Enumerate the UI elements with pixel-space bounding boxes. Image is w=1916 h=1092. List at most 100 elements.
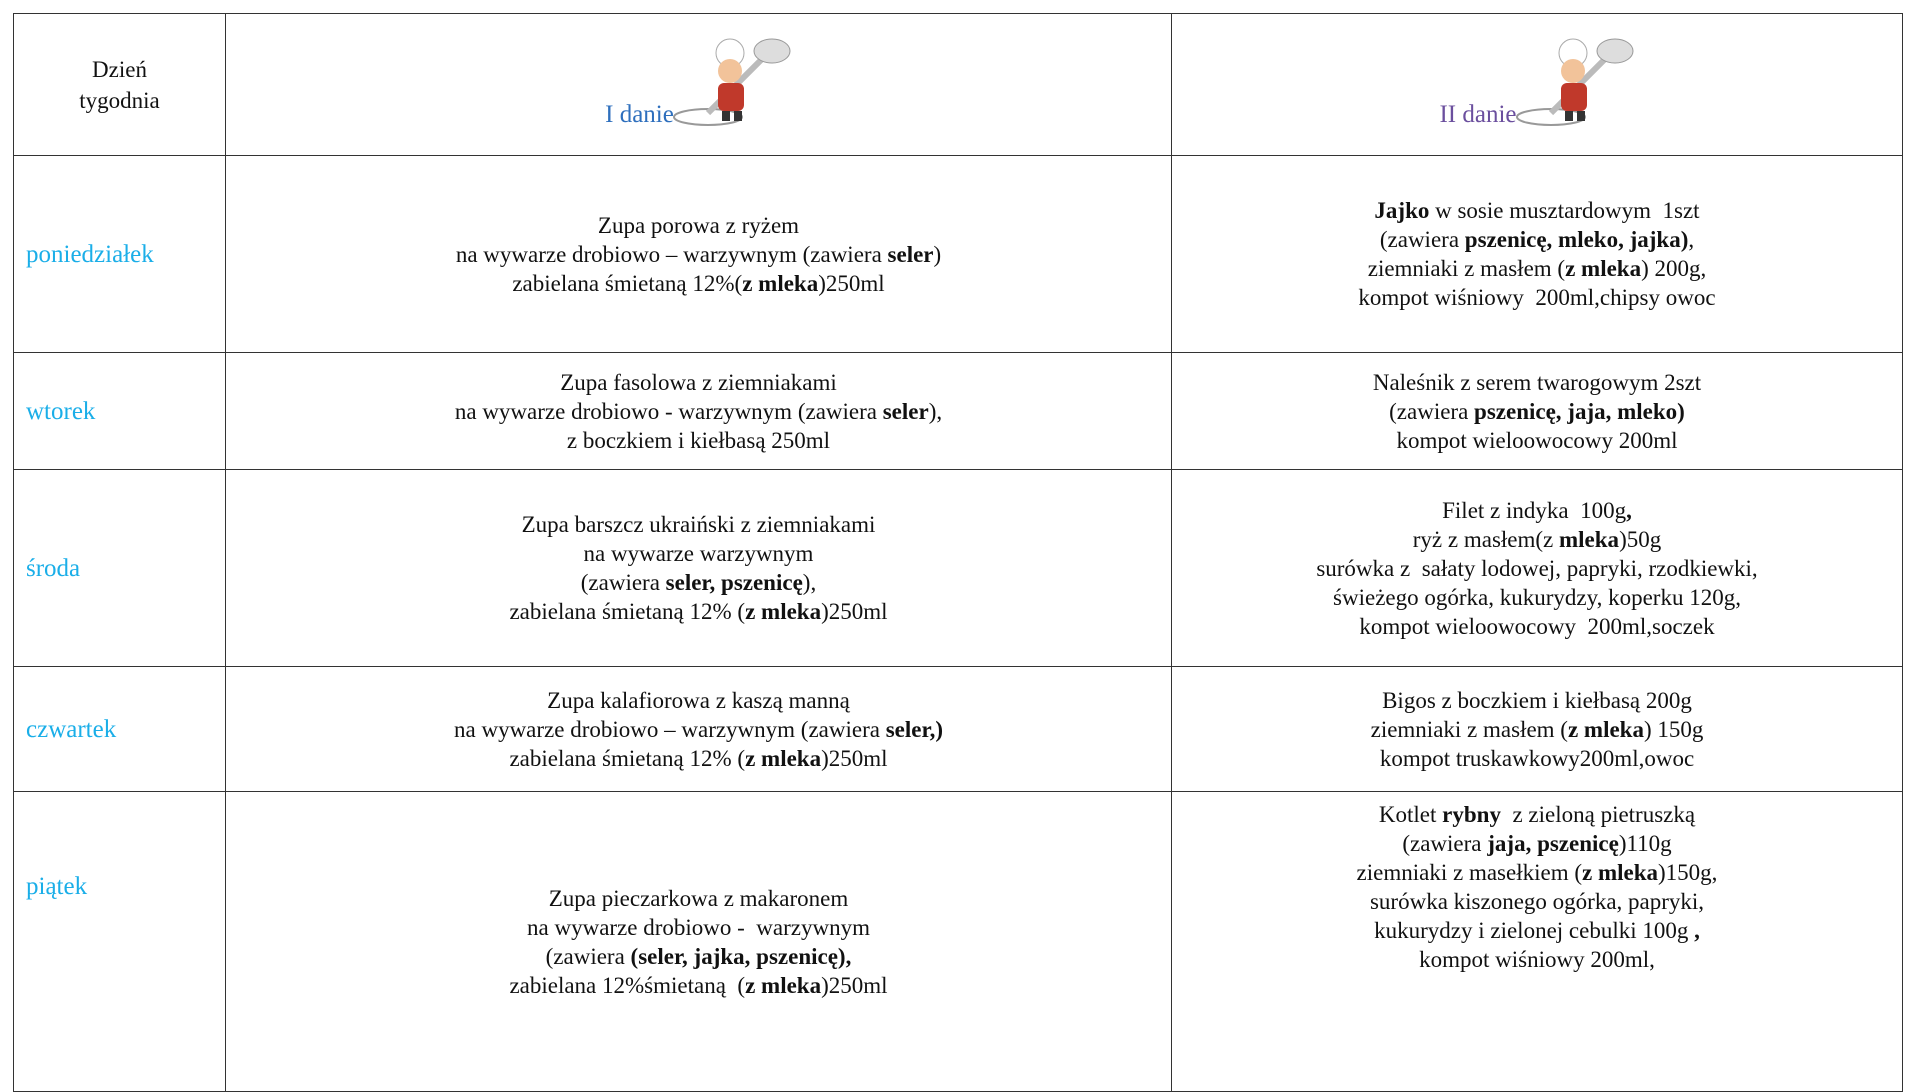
first-dish-cell: Zupa fasolowa z ziemniakami na wywarze dr… xyxy=(225,352,1172,470)
text: (zawiera xyxy=(545,943,631,969)
bold-text: , xyxy=(1626,497,1632,523)
text-line: (zawiera seler, pszenicę), xyxy=(226,568,1171,597)
text: Kotlet xyxy=(1378,802,1443,827)
day-name: środa xyxy=(26,554,81,582)
text-line: (zawiera jaja, pszenicę)110g xyxy=(1172,829,1902,858)
text-line: Jajko w sosie musztardowym 1szt xyxy=(1172,196,1902,225)
text-line: zabielana śmietaną 12% (z mleka)250ml xyxy=(226,744,1171,773)
text-line: Zupa kalafiorowa z kaszą manną xyxy=(226,686,1171,715)
text-line: zabielana śmietaną 12%(z mleka)250ml xyxy=(226,269,1171,298)
second-dish-cell: Kotlet rybny z zieloną pietruszką (zawier… xyxy=(1171,791,1903,1092)
text-line: zabielana 12%śmietaną (z mleka)250ml xyxy=(226,971,1171,1000)
first-dish-cell: Zupa porowa z ryżem na wywarze drobiowo –… xyxy=(225,155,1172,353)
text: (zawiera xyxy=(580,570,666,595)
text-line: z boczkiem i kiełbasą 250ml xyxy=(226,426,1171,455)
text: na wywarze drobiowo – warzywnym (zawiera xyxy=(455,241,888,267)
table-body: Dzień tygodnia I danie II danie poniedzi… xyxy=(13,13,1903,1092)
text: Zupa barszcz ukraiński z ziemniakami xyxy=(521,512,876,537)
text: (zawiera xyxy=(1402,831,1488,856)
text: kompot wieloowocowy 200ml,soczek xyxy=(1359,613,1715,639)
text-line: surówka z sałaty lodowej, papryki, rzodk… xyxy=(1172,554,1902,583)
text: kompot wiśniowy 200ml, xyxy=(1419,947,1655,972)
text: (zawiera xyxy=(1379,227,1465,252)
text: świeżego ogórka, kukurydzy, koperku 120g… xyxy=(1333,584,1741,610)
day-cell: poniedziałek xyxy=(13,155,226,353)
text-line: kukurydzy i zielonej cebulki 100g , xyxy=(1172,916,1902,945)
text-line: na wywarze drobiowo - warzywnym xyxy=(226,913,1171,942)
text: surówka kiszonego ogórka, papryki, xyxy=(1369,889,1705,914)
day-cell: wtorek xyxy=(13,352,226,470)
text: (zawiera xyxy=(1389,398,1475,424)
menu-row: wtorek Zupa fasolowa z ziemniakami na wywa… xyxy=(13,352,1903,470)
text-line: (zawiera (seler, jajka, pszenicę), xyxy=(226,942,1171,971)
text-line: Filet z indyka 100g, xyxy=(1172,496,1902,525)
day-name: czwartek xyxy=(26,715,117,743)
text: zabielana śmietaną 12% ( xyxy=(509,599,746,624)
bold-text: seler xyxy=(887,241,934,267)
header-first: I danie xyxy=(605,101,674,128)
text-line: Zupa fasolowa z ziemniakami xyxy=(226,368,1171,397)
text-line: Bigos z boczkiem i kiełbasą 200g xyxy=(1172,686,1902,715)
bold-text: z mleka xyxy=(1567,716,1644,742)
bold-text: pszenicę, mleko, jajka) xyxy=(1464,227,1689,252)
bold-text: seler, pszenicę xyxy=(665,570,803,595)
day-name: wtorek xyxy=(26,397,96,425)
day-cell: czwartek xyxy=(13,666,226,792)
chef-icon xyxy=(1515,38,1634,126)
text-line: Zupa barszcz ukraiński z ziemniakami xyxy=(226,510,1171,539)
text: zabielana 12%śmietaną ( xyxy=(509,972,746,998)
first-dish-cell: Zupa pieczarkowa z makaronem na wywarze d… xyxy=(225,791,1172,1092)
text: ) 150g xyxy=(1643,716,1704,742)
bold-text: seler,) xyxy=(885,716,943,742)
text-line: Naleśnik z serem twarogowym 2szt xyxy=(1172,368,1902,397)
chef-icon xyxy=(672,38,791,126)
text: )250ml xyxy=(821,972,888,998)
text-line: ziemniaki z masłem (z mleka) 200g, xyxy=(1172,254,1902,283)
day-cell: piątek xyxy=(13,791,226,1092)
text: na wywarze drobiowo - warzywnym (zawiera xyxy=(454,398,883,424)
text: na wywarze warzywnym xyxy=(583,541,814,566)
text-line: kompot wieloowocowy 200ml xyxy=(1172,426,1902,455)
text: )50g xyxy=(1619,526,1662,552)
text-line: (zawiera pszenicę, jaja, mleko) xyxy=(1172,397,1902,426)
text-line: surówka kiszonego ogórka, papryki, xyxy=(1172,887,1902,916)
text: kompot truskawkowy200ml,owoc xyxy=(1379,745,1695,771)
bold-text: z mleka xyxy=(1582,860,1659,885)
text-line: ryż z masłem(z mleka)50g xyxy=(1172,525,1902,554)
text: ), xyxy=(928,398,943,424)
second-dish-cell: Bigos z boczkiem i kiełbasą 200g ziemniak… xyxy=(1171,666,1903,792)
text: ) xyxy=(933,241,942,267)
menu-row: piątek Zupa pieczarkowa z makaronem na wyw… xyxy=(13,791,1903,1092)
first-dish-cell: Zupa kalafiorowa z kaszą manną na wywarze… xyxy=(225,666,1172,792)
text: z boczkiem i kiełbasą 250ml xyxy=(566,427,831,453)
text-line: (zawiera pszenicę, mleko, jajka), xyxy=(1172,225,1902,254)
menu-row: środa Zupa barszcz ukraiński z ziemniakam… xyxy=(13,469,1903,667)
text-line: kompot wieloowocowy 200ml,soczek xyxy=(1172,612,1902,641)
text: Naleśnik z serem twarogowym 2szt xyxy=(1372,369,1702,395)
text: Filet z indyka 100g xyxy=(1442,497,1627,523)
second-dish-cell: Filet z indyka 100g, ryż z masłem(z mleka… xyxy=(1171,469,1903,667)
text: kompot wieloowocowy 200ml xyxy=(1396,427,1678,453)
menu-row: poniedziałek Zupa porowa z ryżem na wywarz… xyxy=(13,155,1903,353)
second-dish-cell: Jajko w sosie musztardowym 1szt (zawiera … xyxy=(1171,155,1903,353)
bold-text: mleka xyxy=(1559,526,1620,552)
header-day: Dzień tygodnia xyxy=(79,56,160,113)
text: Bigos z boczkiem i kiełbasą 200g xyxy=(1382,687,1692,713)
text: ) 200g, xyxy=(1641,256,1707,281)
text: ziemniaki z masełkiem ( xyxy=(1356,860,1582,885)
bold-text: pszenicę, jaja, mleko) xyxy=(1474,398,1685,424)
text-line: na wywarze warzywnym xyxy=(226,539,1171,568)
text-line: Zupa pieczarkowa z makaronem xyxy=(226,884,1171,913)
header-second: II danie xyxy=(1439,101,1517,128)
text: Zupa pieczarkowa z makaronem xyxy=(548,885,849,911)
text: )250ml xyxy=(821,599,888,624)
bold-text: jaja, pszenicę xyxy=(1487,831,1619,856)
text: zabielana śmietaną 12% ( xyxy=(509,745,746,771)
header-cell: Dzień tygodnia xyxy=(13,13,226,156)
text-line: na wywarze drobiowo – warzywnym (zawiera… xyxy=(226,715,1171,744)
text-line: Zupa porowa z ryżem xyxy=(226,211,1171,240)
header-cell: II danie xyxy=(1171,13,1903,156)
bold-text: z mleka xyxy=(742,270,819,296)
text: na wywarze drobiowo - warzywnym xyxy=(527,914,870,940)
text: zabielana śmietaną 12%( xyxy=(512,270,743,296)
